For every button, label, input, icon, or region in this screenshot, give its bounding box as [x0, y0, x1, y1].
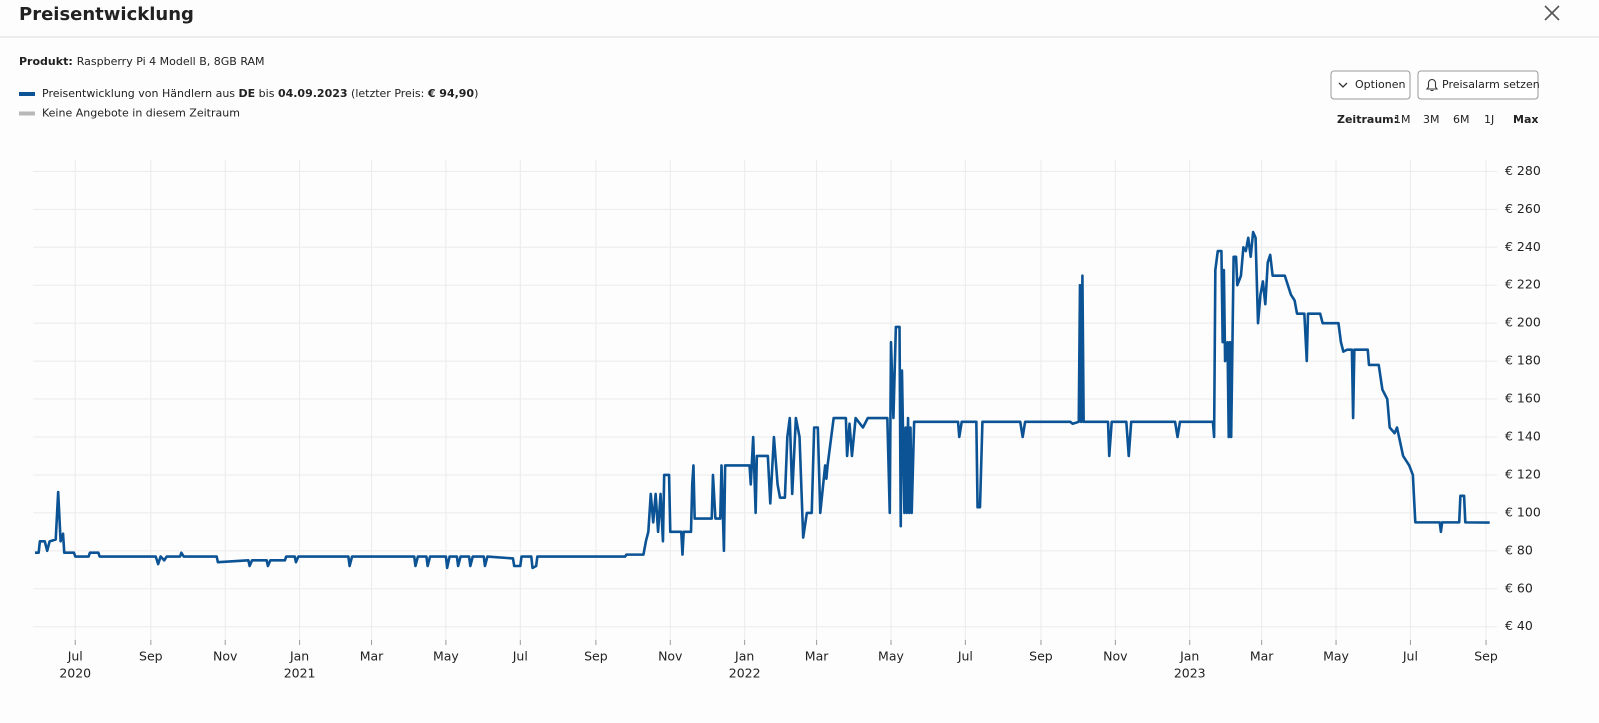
y-tick-label: € 120 [1505, 466, 1541, 481]
y-tick-label: € 40 [1505, 618, 1533, 633]
period-options: 1M 3M 6M 1J Max [1394, 113, 1538, 126]
x-tick-label: Jul [67, 649, 83, 664]
y-tick-label: € 100 [1505, 504, 1541, 519]
y-tick-label: € 80 [1505, 542, 1533, 557]
x-tick-label: Jul [1402, 649, 1418, 664]
legend-text-part: (letzter Preis: [348, 87, 428, 100]
product-value: Raspberry Pi 4 Modell B, 8GB RAM [77, 55, 265, 68]
price-line [35, 230, 1490, 570]
y-tick-label: € 160 [1505, 391, 1541, 406]
legend-text-part: bis [255, 87, 278, 100]
x-year-label: 2022 [729, 666, 761, 681]
period-label: Zeitraum: [1337, 113, 1398, 126]
period-option[interactable]: 1M [1394, 113, 1411, 126]
legend-text-part: Preisentwicklung von Händlern aus [42, 87, 239, 100]
legend-text-part: € 94,90 [427, 87, 475, 100]
y-tick-label: € 260 [1505, 201, 1541, 216]
legend-text-part: Keine Angebote in diesem Zeitraum [42, 107, 240, 120]
legend-text: Preisentwicklung von Händlern aus DE bis… [42, 87, 478, 100]
x-tick-label: Jan [289, 649, 309, 664]
x-year-label: 2021 [284, 666, 316, 681]
x-year-label: 2020 [59, 666, 91, 681]
close-button[interactable] [1544, 5, 1560, 21]
product-line: Produkt: Raspberry Pi 4 Modell B, 8GB RAM [19, 55, 265, 68]
y-tick-label: € 140 [1505, 428, 1541, 443]
legend-swatch [19, 111, 35, 116]
dialog-title: Preisentwicklung [19, 4, 194, 25]
y-tick-label: € 220 [1505, 277, 1541, 292]
x-tick-label: May [878, 649, 904, 664]
x-tick-label: Jan [1179, 649, 1199, 664]
x-tick-label: Jul [957, 649, 973, 664]
legend-text-part: ) [474, 87, 478, 100]
button-label: Preisalarm setzen [1442, 78, 1540, 91]
period-option[interactable]: 1J [1484, 113, 1494, 126]
chart: € 40 € 60 € 80 € 100 € 120 € 140 € 160 € 180 € 2… [33, 160, 1541, 681]
period-option[interactable]: 6M [1453, 113, 1470, 126]
x-tick-label: Sep [1029, 649, 1053, 664]
y-tick-label: € 280 [1505, 163, 1541, 178]
x-tick-label: Sep [139, 649, 163, 664]
legend: Preisentwicklung von Händlern aus DE bis… [19, 87, 478, 120]
y-tick-label: € 240 [1505, 239, 1541, 254]
period-option[interactable]: Max [1513, 113, 1538, 126]
legend-text: Keine Angebote in diesem Zeitraum [42, 107, 240, 120]
x-tick-label: Sep [584, 649, 608, 664]
x-tick-label: Nov [213, 649, 238, 664]
y-tick-label: € 60 [1505, 580, 1533, 595]
button-label: Optionen [1355, 78, 1405, 91]
x-year-label: 2023 [1174, 666, 1206, 681]
x-tick-label: May [1323, 649, 1349, 664]
price-alert-button[interactable]: Preisalarm setzen [1417, 70, 1540, 100]
legend-swatch [19, 92, 35, 96]
legend-text-part: 04.09.2023 [278, 87, 348, 100]
x-tick-label: Mar [360, 649, 384, 664]
period-option[interactable]: 3M [1423, 113, 1440, 126]
x-tick-label: Jul [512, 649, 528, 664]
x-tick-label: Nov [1103, 649, 1128, 664]
legend-text-part: DE [239, 87, 256, 100]
x-tick-label: Nov [658, 649, 683, 664]
x-tick-label: Jan [734, 649, 754, 664]
y-tick-label: € 200 [1505, 315, 1541, 330]
x-tick-label: May [433, 649, 459, 664]
x-tick-label: Mar [805, 649, 829, 664]
x-tick-label: Sep [1474, 649, 1498, 664]
product-label: Produkt: [19, 55, 73, 68]
options-button[interactable]: Optionen [1330, 70, 1411, 100]
x-tick-label: Mar [1250, 649, 1274, 664]
y-tick-label: € 180 [1505, 353, 1541, 368]
